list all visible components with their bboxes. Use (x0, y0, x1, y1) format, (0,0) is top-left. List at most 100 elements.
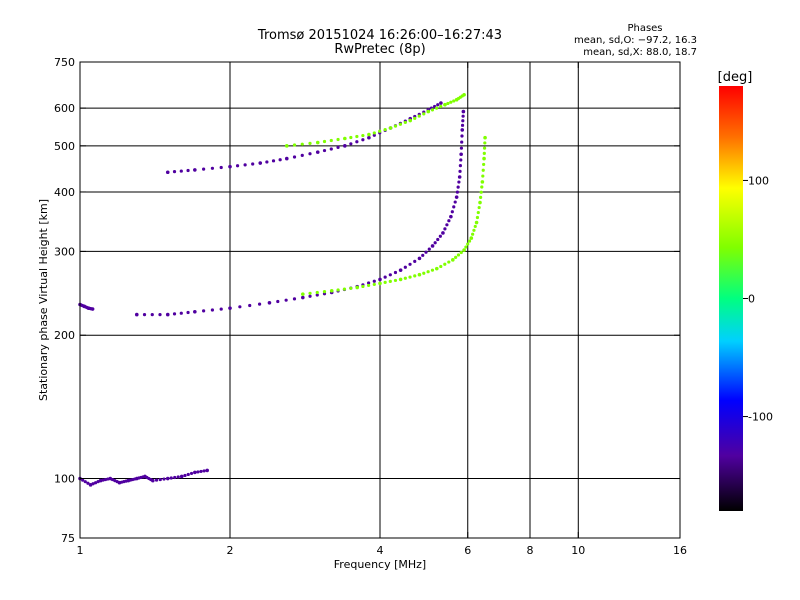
trace-point (186, 310, 190, 315)
trace-point (308, 152, 312, 156)
trace-point (482, 146, 487, 150)
trace-point (483, 135, 487, 140)
y-tick-label: 400 (54, 186, 75, 199)
trace-point (393, 270, 398, 275)
trace-point (308, 291, 312, 295)
trace-point (447, 219, 451, 223)
trace-point (210, 308, 215, 312)
trace-point (329, 147, 333, 151)
x-tick-label: 1 (77, 544, 84, 557)
x-ticks: 1 2 4 6 8 10 16 (77, 62, 687, 557)
trace-point (322, 148, 327, 153)
trace-point (460, 134, 464, 138)
data-traces (78, 92, 487, 487)
trace-point (271, 159, 276, 163)
trace-point (430, 244, 435, 248)
trace-point (329, 138, 333, 143)
trace-point (474, 220, 479, 225)
trace-point (142, 312, 147, 317)
trace-point (193, 168, 197, 172)
trace-point (355, 140, 359, 144)
trace-point (467, 239, 472, 243)
trace-series (134, 109, 466, 317)
trace-point (372, 131, 376, 135)
trace-point (441, 231, 445, 235)
trace-point (349, 142, 353, 146)
trace-point (349, 286, 353, 290)
trace-point (427, 247, 431, 251)
trace-point (413, 116, 417, 120)
trace-point (83, 480, 87, 484)
trace-point (393, 278, 398, 283)
trace-point (183, 473, 187, 478)
trace-point (193, 310, 197, 314)
trace-point (426, 270, 430, 274)
trace-point (315, 140, 320, 145)
trace-point (278, 158, 282, 162)
trace-point (459, 146, 464, 150)
trace-point (202, 167, 206, 171)
trace-point (258, 161, 263, 165)
y-tick-label: 600 (54, 102, 75, 115)
trace-point (93, 481, 98, 485)
trace-point (443, 262, 447, 266)
trace-point (417, 272, 422, 277)
x-axis-label: Frequency [MHz] (334, 558, 426, 571)
trace-point (300, 142, 304, 146)
trace-point (265, 160, 269, 164)
colorbar-label: [deg] (718, 70, 753, 85)
trace-point (276, 299, 280, 304)
trace-point (426, 109, 431, 114)
trace-point (453, 200, 457, 204)
trace-point (349, 135, 353, 140)
colorbar-tick-label: 0 (748, 293, 755, 306)
trace-point (158, 312, 162, 317)
trace-point (461, 119, 465, 123)
trace-point (284, 298, 288, 302)
trace-point (481, 168, 485, 172)
phases-o-stats: mean, sd,O: −97.2, 16.3 (574, 35, 697, 46)
trace-point (219, 307, 223, 311)
trace-series (301, 135, 487, 296)
trace-point (398, 268, 403, 272)
trace-point (455, 190, 459, 194)
trace-point (456, 253, 461, 257)
trace-point (189, 471, 194, 476)
trace-point (308, 294, 312, 298)
trace-point (165, 476, 170, 481)
trace-point (154, 478, 159, 482)
trace-point (447, 260, 451, 264)
trace-point (446, 101, 450, 106)
trace-point (367, 135, 371, 140)
trace-point (336, 288, 340, 292)
trace-point (443, 227, 447, 231)
x-tick-label: 10 (571, 544, 585, 557)
trace-point (366, 281, 371, 285)
trace-point (449, 100, 453, 104)
trace-series (165, 101, 443, 175)
trace-point (88, 483, 93, 487)
trace-point (378, 277, 382, 282)
trace-point (454, 255, 458, 260)
trace-point (355, 134, 359, 139)
trace-point (366, 283, 371, 288)
trace-point (169, 476, 173, 480)
trace-point (336, 145, 340, 149)
trace-point (172, 170, 177, 174)
trace-point (413, 259, 417, 263)
trace-point (388, 279, 392, 284)
trace-point (81, 478, 85, 482)
trace-point (476, 210, 480, 215)
trace-point (343, 136, 347, 141)
trace-point (193, 470, 197, 475)
trace-point (461, 114, 465, 118)
trace-point (439, 264, 443, 269)
trace-point (421, 253, 425, 257)
y-tick-label: 75 (61, 532, 75, 545)
trace-point (436, 237, 440, 242)
trace-point (176, 475, 180, 479)
trace-point (372, 133, 376, 137)
x-tick-label: 4 (377, 544, 384, 557)
x-tick-label: 8 (527, 544, 534, 557)
trace-point (482, 151, 486, 155)
